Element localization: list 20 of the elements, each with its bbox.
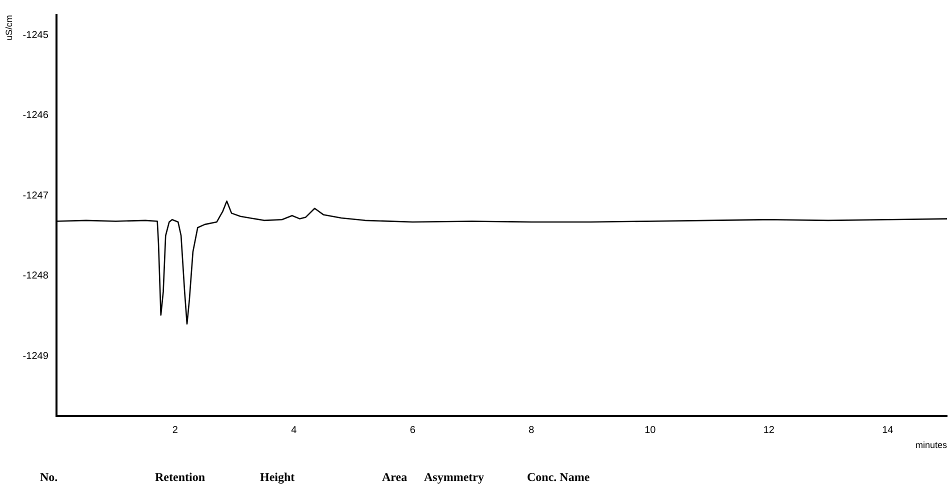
text: Area (382, 470, 408, 485)
y-tick-label: -1248 (22, 270, 49, 282)
text: Retention (155, 470, 205, 485)
x-tick-label: 6 (410, 424, 416, 436)
x-tick-label: 4 (291, 424, 298, 436)
text: Asymmetry (424, 470, 484, 485)
x-tick-label: 14 (882, 424, 894, 436)
x-tick-label: 12 (763, 424, 775, 436)
text: Height (260, 470, 295, 485)
y-tick-label: -1247 (22, 190, 49, 202)
x-axis-title: minutes (915, 440, 948, 450)
text: Conc. Name (527, 470, 590, 485)
y-tick-label: -1246 (22, 110, 49, 122)
y-axis-title: uS/cm (4, 15, 14, 41)
x-tick-label: 2 (172, 424, 178, 436)
x-tick-label: 10 (644, 424, 656, 436)
text: No. (40, 470, 58, 485)
x-tick-label: 8 (528, 424, 535, 436)
y-tick-label: -1249 (22, 350, 49, 362)
y-tick-label: -1245 (22, 30, 49, 41)
